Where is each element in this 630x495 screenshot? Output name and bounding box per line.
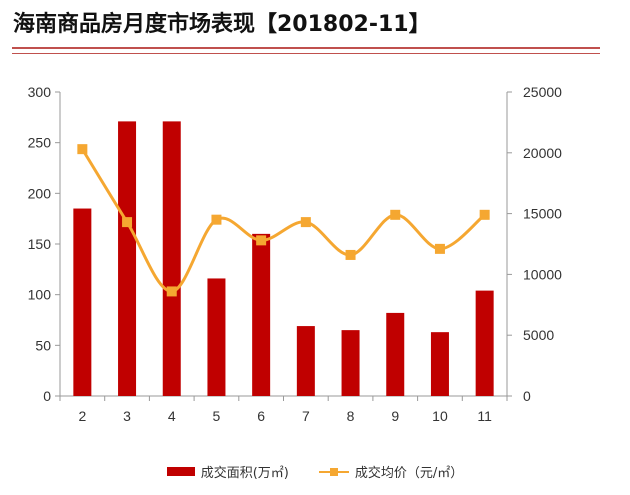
x-tick-label: 2 <box>78 408 86 424</box>
price-marker <box>345 249 356 260</box>
legend-label-area: 成交面积(万㎡) <box>200 466 289 481</box>
bar <box>430 332 449 396</box>
right-tick-label: 15000 <box>523 206 562 222</box>
left-tick-label: 150 <box>28 236 52 252</box>
x-tick-label: 10 <box>432 408 448 424</box>
title-rule-bottom <box>12 53 600 54</box>
left-tick-label: 200 <box>28 185 52 201</box>
combo-chart: 0501001502002503000500010000150002000025… <box>28 84 563 424</box>
bar-series <box>73 121 494 397</box>
bar <box>475 290 494 396</box>
bar <box>118 121 137 397</box>
bar <box>162 121 181 397</box>
bar <box>252 233 271 396</box>
x-tick-label: 11 <box>477 408 492 424</box>
price-marker <box>166 286 177 297</box>
x-tick-label: 9 <box>391 408 399 424</box>
bar <box>207 278 226 396</box>
right-tick-label: 25000 <box>523 84 562 100</box>
legend-label-price: 成交均价（元/㎡） <box>354 466 464 481</box>
x-tick-label: 6 <box>257 408 265 424</box>
bar <box>386 312 405 396</box>
left-tick-label: 0 <box>43 388 51 404</box>
right-tick-label: 0 <box>523 388 531 404</box>
price-marker <box>390 209 401 220</box>
legend-item-area: 成交面积(万㎡) <box>166 462 289 481</box>
price-marker <box>479 209 490 220</box>
x-tick-label: 7 <box>302 408 310 424</box>
price-marker <box>211 214 222 225</box>
x-tick-label: 4 <box>168 408 176 424</box>
legend-item-price: 成交均价（元/㎡） <box>318 462 464 481</box>
right-tick-label: 5000 <box>523 327 554 343</box>
right-tick-label: 20000 <box>523 145 562 161</box>
legend-swatch-bar <box>166 467 195 476</box>
bar <box>73 208 92 396</box>
legend-swatch-line <box>318 466 349 478</box>
left-tick-label: 300 <box>28 84 52 100</box>
left-tick-label: 100 <box>28 287 52 303</box>
legend: 成交面积(万㎡) 成交均价（元/㎡） <box>0 462 630 481</box>
left-tick-label: 50 <box>35 337 51 353</box>
price-marker <box>256 235 267 246</box>
price-marker <box>122 217 133 228</box>
price-marker <box>77 144 88 155</box>
price-marker <box>434 243 445 254</box>
right-tick-label: 10000 <box>523 266 562 282</box>
x-tick-label: 8 <box>347 408 355 424</box>
price-line <box>81 148 486 293</box>
tick-labels: 0501001502002503000500010000150002000025… <box>28 84 563 424</box>
title-rule-top <box>12 47 600 49</box>
bar <box>341 330 360 396</box>
line-series <box>77 144 490 297</box>
bar <box>296 326 315 396</box>
chart-title: 海南商品房月度市场表现【201802-11】 <box>13 12 431 37</box>
x-tick-label: 5 <box>213 408 221 424</box>
x-tick-label: 3 <box>123 408 131 424</box>
left-tick-label: 250 <box>28 135 52 151</box>
price-marker <box>300 217 311 228</box>
